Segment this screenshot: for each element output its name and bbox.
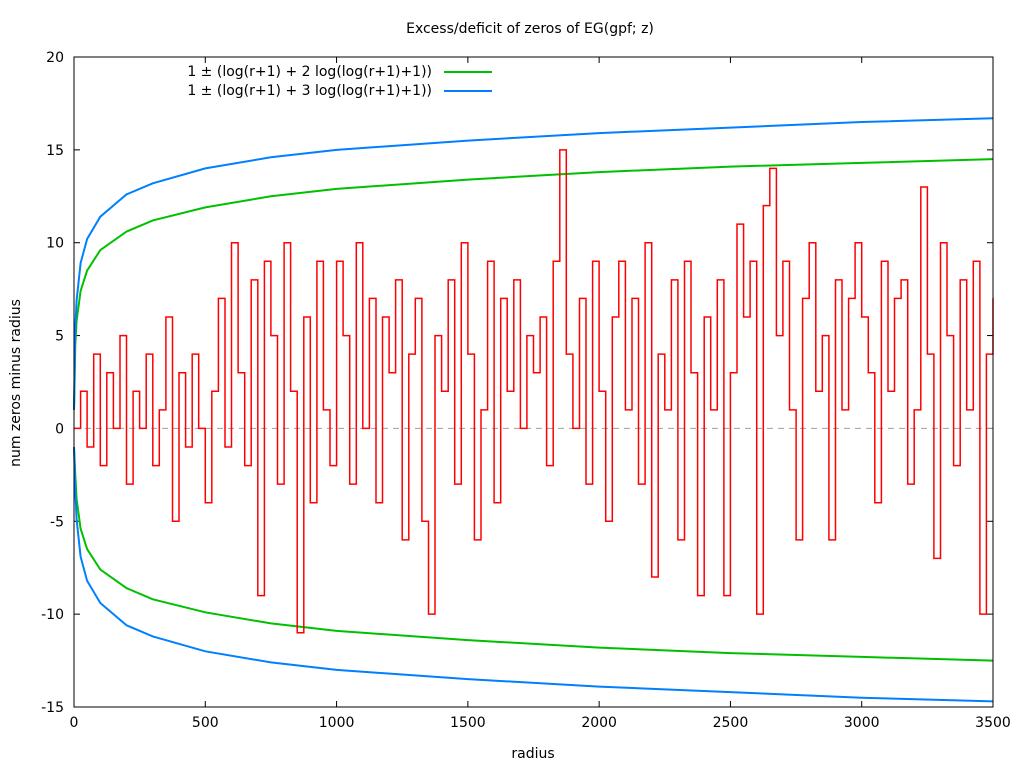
x-tick-label: 0: [70, 715, 79, 731]
x-tick-label: 2500: [713, 715, 749, 731]
y-tick-label: -5: [50, 514, 64, 530]
legend-label: 1 ± (log(r+1) + 3 log(log(r+1)+1)): [187, 83, 432, 99]
y-tick-label: 15: [46, 143, 64, 159]
x-tick-label: 3500: [975, 715, 1011, 731]
y-tick-label: -15: [41, 700, 64, 716]
x-tick-label: 3000: [844, 715, 880, 731]
series-line: [74, 149, 994, 634]
legend-label: 1 ± (log(r+1) + 2 log(log(r+1)+1)): [187, 64, 432, 80]
x-tick-label: 1000: [319, 715, 355, 731]
plot-area: [73, 56, 994, 708]
x-tick-label: 500: [192, 715, 219, 731]
chart-title: Excess/deficit of zeros of EG(gpf; z): [406, 21, 654, 37]
plot-frame: [73, 56, 994, 708]
legend: 1 ± (log(r+1) + 2 log(log(r+1)+1)) 1 ± (l…: [187, 64, 492, 99]
y-tick-label: 10: [46, 236, 64, 252]
series-line: [73, 158, 994, 410]
x-tick-label: 1500: [450, 715, 486, 731]
y-tick-label: 5: [55, 329, 64, 345]
y-axis-label: num zeros minus radius: [8, 299, 24, 467]
y-tick-label: 0: [55, 421, 64, 437]
x-tick-label: 2000: [581, 715, 617, 731]
series-line: [73, 446, 994, 703]
series-line: [73, 117, 994, 410]
series-line: [73, 446, 994, 662]
x-axis-label: radius: [511, 746, 554, 762]
y-tick-label: 20: [46, 50, 64, 66]
y-tick-label: -10: [41, 607, 64, 623]
